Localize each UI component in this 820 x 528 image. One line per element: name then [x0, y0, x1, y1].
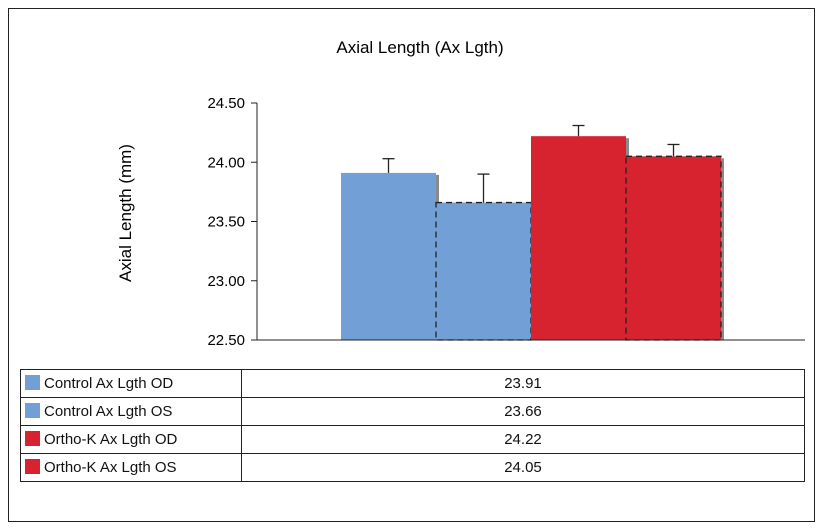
table-row: Control Ax Lgth OS 23.66: [20, 397, 805, 426]
bar: [435, 201, 532, 341]
y-tick-label: 23.50: [207, 214, 245, 231]
chart-plot: Axial Length (Ax Lgth) Axial Length (mm)…: [116, 38, 805, 349]
chart-title: Axial Length (Ax Lgth): [336, 38, 503, 57]
legend-cell: Control Ax Lgth OS: [20, 397, 242, 426]
legend-cell: Control Ax Lgth OD: [20, 369, 242, 398]
value-cell: 24.05: [241, 453, 805, 482]
legend-cell: Ortho-K Ax Lgth OD: [20, 425, 242, 454]
value-cell: 24.22: [241, 425, 805, 454]
legend-swatch: [25, 431, 40, 446]
bar: [531, 136, 626, 340]
legend-cell: Ortho-K Ax Lgth OS: [20, 453, 242, 482]
y-tick-label: 22.50: [207, 332, 245, 349]
table-row: Ortho-K Ax Lgth OS 24.05: [20, 453, 805, 482]
bars-group: [341, 124, 724, 341]
legend-swatch: [25, 403, 40, 418]
legend-swatch: [25, 375, 40, 390]
y-tick-label: 24.50: [207, 95, 245, 112]
data-table: Control Ax Lgth OD 23.91 Control Ax Lgth O…: [20, 369, 805, 482]
bar: [341, 172, 436, 340]
series-name: Ortho-K Ax Lgth OS: [44, 459, 177, 476]
value-cell: 23.66: [241, 397, 805, 426]
y-axis-ticks: 22.50 23.00 23.50 24.00 24.50: [207, 95, 257, 349]
y-tick-label: 24.00: [207, 154, 245, 171]
series-name: Ortho-K Ax Lgth OD: [44, 431, 178, 448]
table-row: Control Ax Lgth OD 23.91: [20, 369, 805, 398]
y-axis-label: Axial Length (mm): [116, 144, 135, 282]
legend-swatch: [25, 459, 40, 474]
series-name: Control Ax Lgth OS: [44, 403, 173, 420]
y-tick-label: 23.00: [207, 273, 245, 290]
bar: [625, 155, 722, 341]
value-cell: 23.91: [241, 369, 805, 398]
series-name: Control Ax Lgth OD: [44, 375, 174, 392]
table-row: Ortho-K Ax Lgth OD 24.22: [20, 425, 805, 454]
